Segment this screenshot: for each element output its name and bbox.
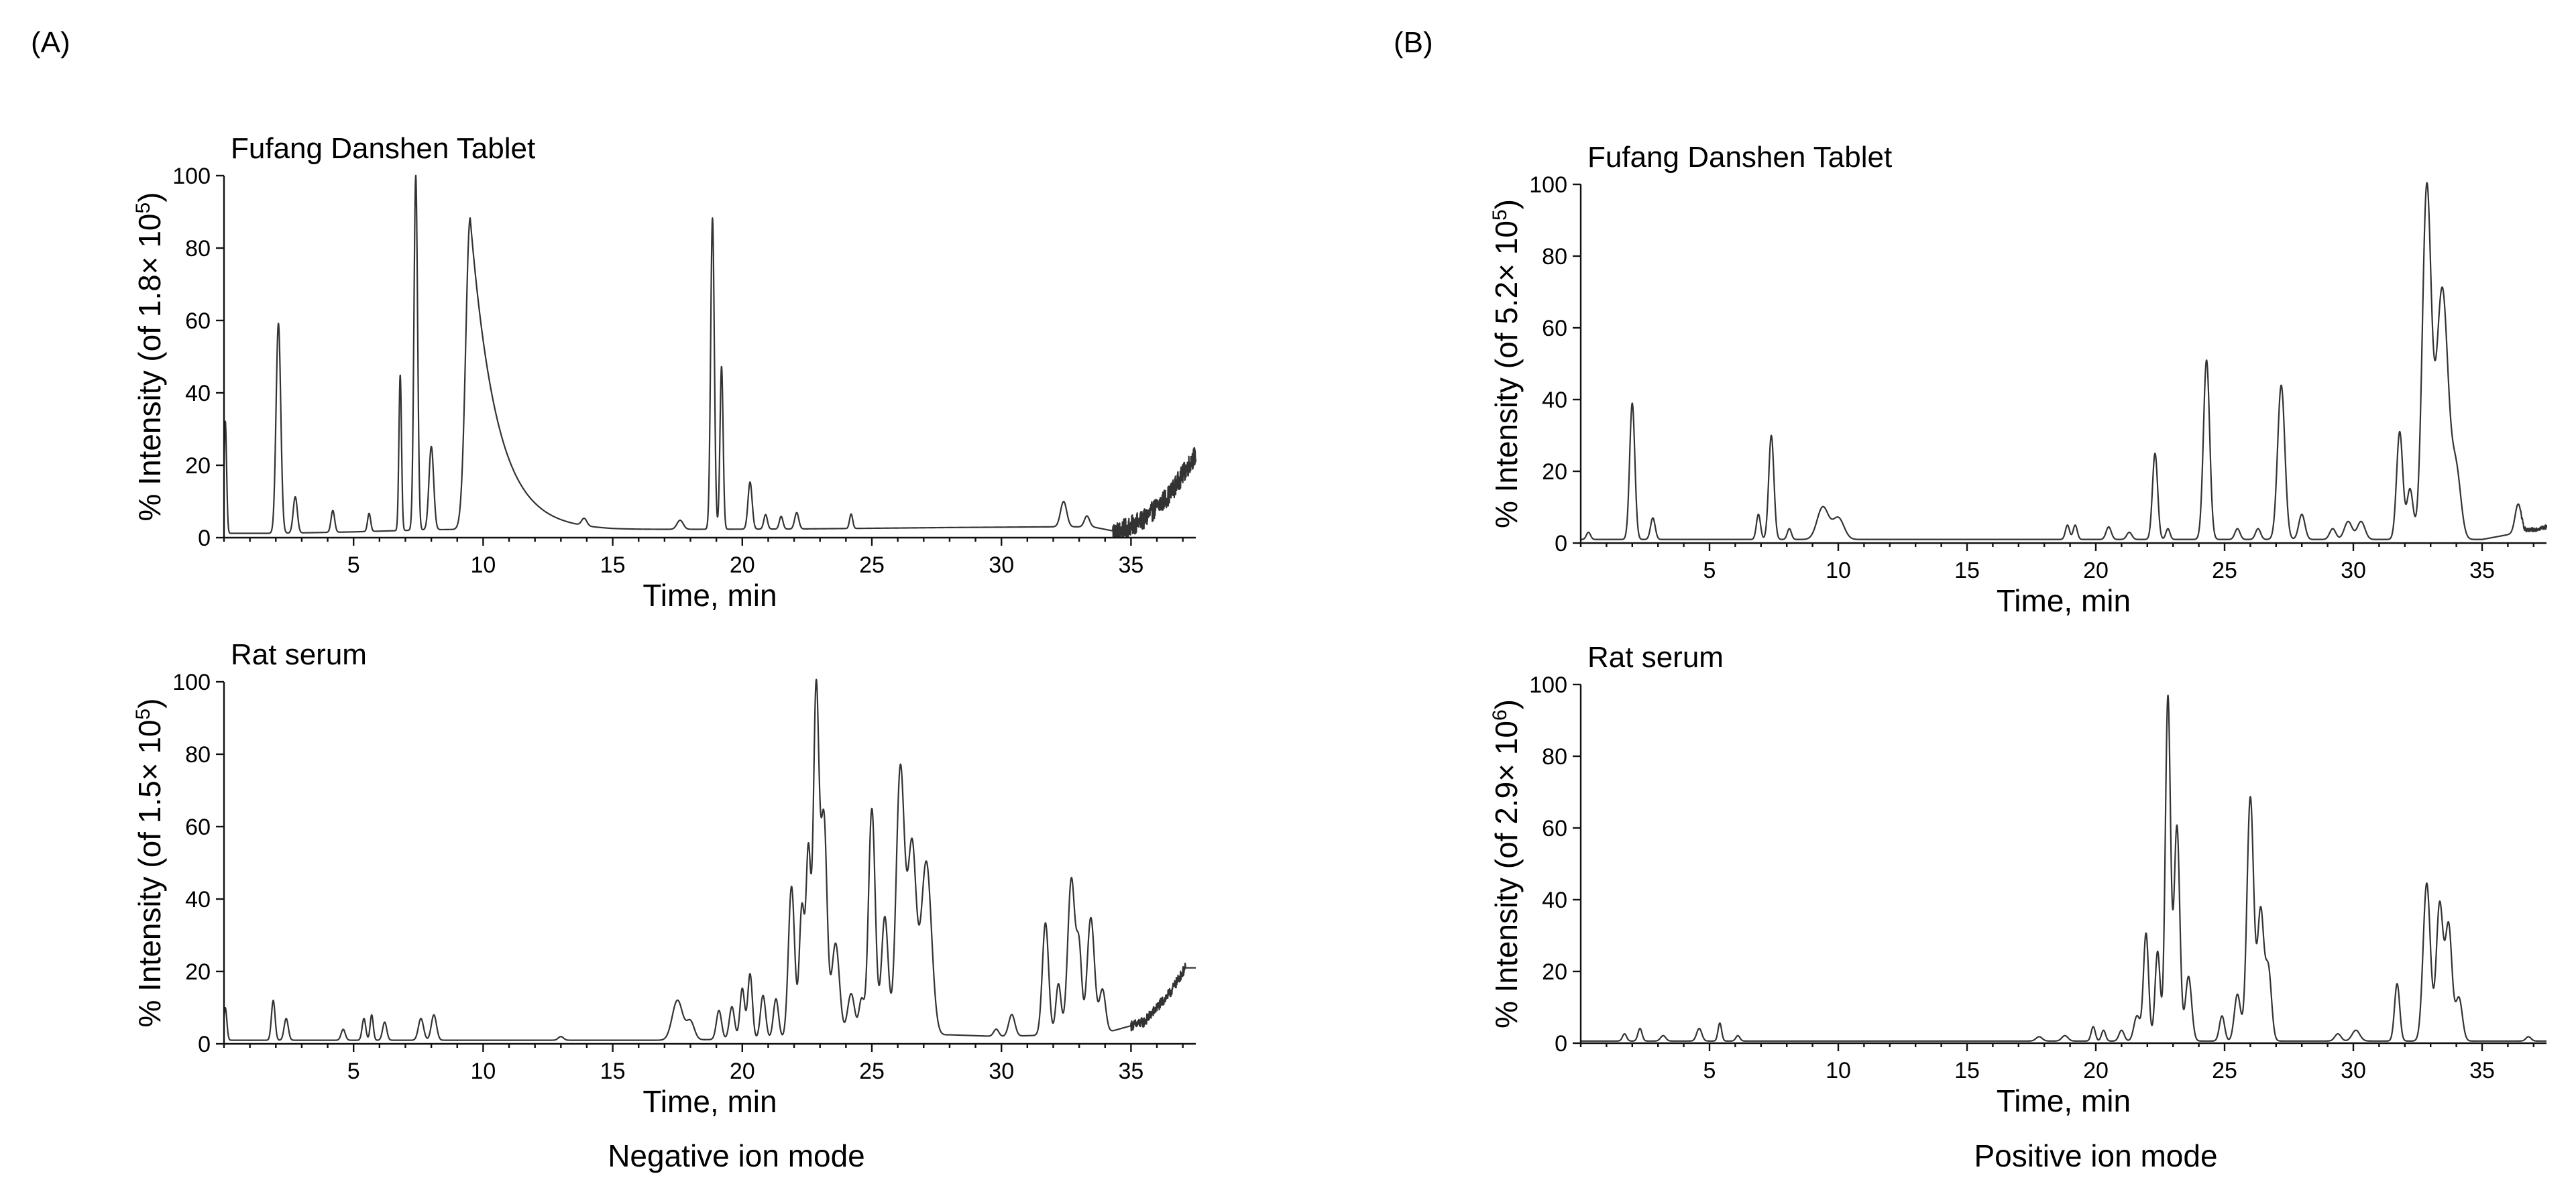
x-tick-label: 20: [2083, 558, 2109, 583]
x-tick-label: 35: [1118, 1059, 1143, 1084]
x-tick-label: 20: [730, 1059, 755, 1084]
x-tick-label: 35: [2469, 1058, 2495, 1083]
x-axis-title: Time, min: [1997, 1083, 2131, 1118]
plot-title: Fufang Danshen Tablet: [1587, 141, 1892, 174]
x-tick-label: 5: [347, 552, 360, 578]
x-tick-label: 10: [1826, 1058, 1851, 1083]
chromatogram-trace: [223, 678, 1196, 1041]
y-axis-title: % Intensity (of 1.8× 105): [132, 192, 167, 521]
x-tick-label: 35: [2469, 558, 2495, 583]
panel-label-b: (B): [1394, 26, 1433, 59]
x-tick-label: 15: [600, 1059, 626, 1084]
y-tick-label: 100: [1529, 172, 1567, 198]
x-tick-label: 30: [989, 1059, 1014, 1084]
x-tick-label: 25: [859, 1059, 885, 1084]
positive-mode-label: Positive ion mode: [1974, 1138, 2217, 1173]
y-tick-label: 0: [1555, 1031, 1567, 1057]
y-tick-label: 40: [185, 887, 211, 912]
y-tick-label: 40: [1542, 888, 1567, 913]
y-tick-label: 40: [1542, 388, 1567, 413]
y-axis-title: % Intensity (of 5.2× 105): [1489, 199, 1524, 528]
x-tick-label: 25: [2212, 1058, 2237, 1083]
x-tick-label: 5: [347, 1059, 360, 1084]
y-tick-label: 80: [185, 236, 211, 261]
x-tick-label: 15: [600, 552, 626, 578]
x-tick-label: 10: [1826, 558, 1851, 583]
chromatogram-trace: [1580, 695, 2547, 1042]
x-tick-label: 20: [730, 552, 755, 578]
chart-negative-tablet: Fufang Danshen Tablet 0 20 40 60 80 100 5 10 15 20…: [132, 132, 1197, 613]
plot-title: Fufang Danshen Tablet: [231, 132, 535, 165]
chart-positive-tablet: Fufang Danshen Tablet 0 20 40 60 80 100 5 10 15 20…: [1489, 141, 2548, 618]
y-tick-label: 0: [198, 1032, 211, 1057]
chart-negative-serum: Rat serum 0 20 40 60 80 100 5 10 15 20 25 30 35 Time, …: [132, 638, 1196, 1119]
y-axis-title: % Intensity (of 1.5× 105): [132, 698, 167, 1027]
chart-positive-serum: Rat serum 0 20 40 60 80 100 5 10 15 20 25 30 35 Time, …: [1489, 641, 2547, 1118]
x-tick-label: 15: [1954, 1058, 1980, 1083]
x-tick-label: 15: [1954, 558, 1980, 583]
chromatogram-trace: [1580, 182, 2548, 540]
y-tick-label: 80: [185, 742, 211, 768]
y-tick-label: 80: [1542, 244, 1567, 270]
x-tick-label: 20: [2083, 1058, 2109, 1083]
x-tick-label: 10: [470, 1059, 496, 1084]
y-tick-label: 20: [185, 453, 211, 479]
y-tick-label: 60: [185, 815, 211, 840]
y-tick-label: 20: [1542, 959, 1567, 985]
y-tick-label: 0: [198, 526, 211, 551]
x-tick-label: 5: [1703, 558, 1716, 583]
y-tick-label: 100: [1529, 672, 1567, 698]
y-tick-label: 100: [172, 164, 211, 189]
plot-title: Rat serum: [1587, 641, 1724, 674]
y-tick-label: 20: [185, 959, 211, 985]
x-tick-label: 30: [2341, 1058, 2366, 1083]
y-tick-label: 60: [1542, 816, 1567, 841]
y-axis-title: % Intensity (of 2.9× 106): [1489, 699, 1524, 1028]
y-tick-label: 100: [172, 670, 211, 695]
x-axis-title: Time, min: [1997, 583, 2131, 618]
y-tick-label: 80: [1542, 744, 1567, 770]
chromatogram-trace: [223, 174, 1197, 539]
y-tick-label: 0: [1555, 531, 1567, 556]
x-tick-label: 25: [859, 552, 885, 578]
x-axis-title: Time, min: [642, 1084, 777, 1119]
x-axis-title: Time, min: [642, 578, 777, 613]
x-tick-label: 5: [1703, 1058, 1716, 1083]
x-tick-label: 35: [1118, 552, 1143, 578]
plot-title: Rat serum: [231, 638, 367, 671]
panel-label-a: (A): [31, 26, 70, 59]
x-tick-label: 10: [470, 552, 496, 578]
x-tick-label: 30: [2341, 558, 2366, 583]
y-tick-label: 60: [1542, 316, 1567, 341]
y-tick-label: 20: [1542, 459, 1567, 485]
x-tick-label: 30: [989, 552, 1014, 578]
y-tick-label: 60: [185, 308, 211, 334]
y-tick-label: 40: [185, 381, 211, 406]
x-tick-label: 25: [2212, 558, 2237, 583]
negative-mode-label: Negative ion mode: [608, 1138, 865, 1173]
